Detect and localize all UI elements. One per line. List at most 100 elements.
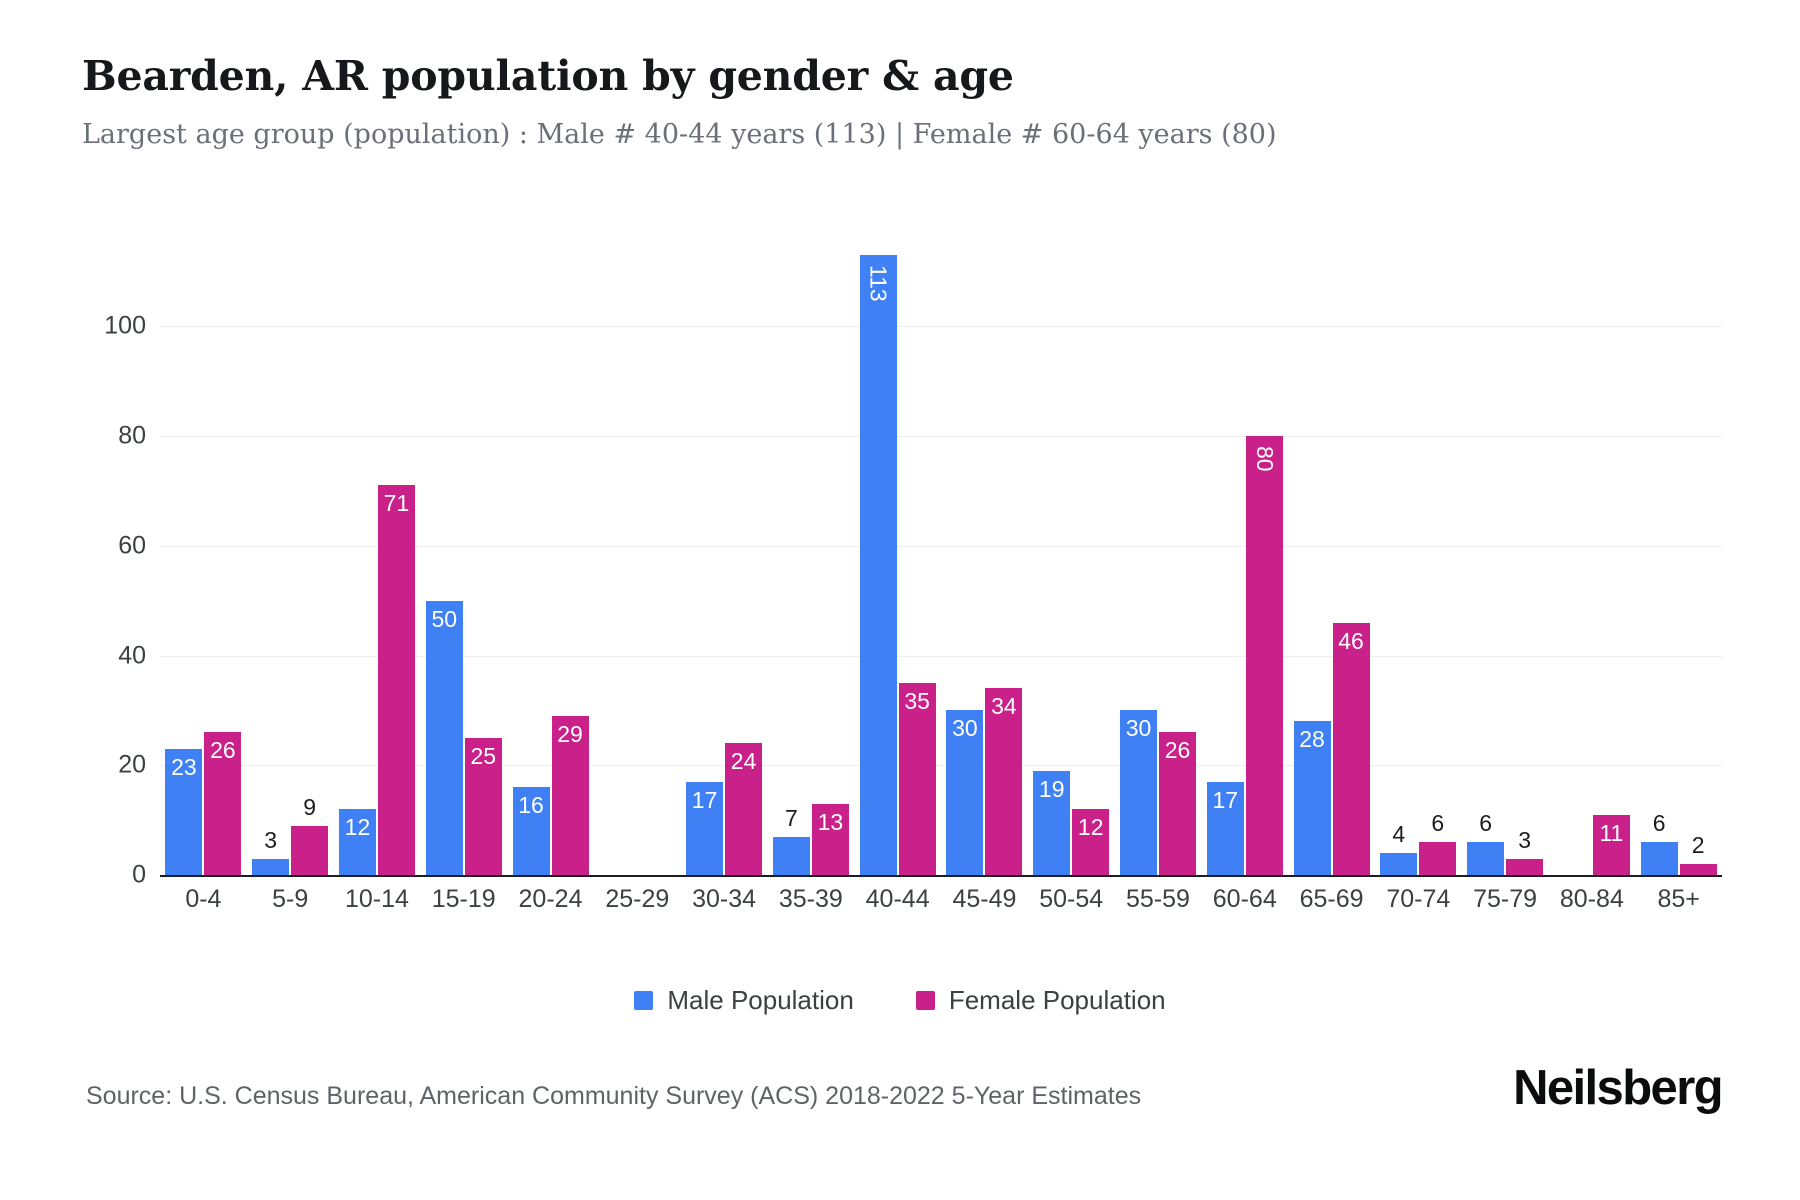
bar-female[interactable]: 26 (1158, 732, 1196, 875)
bar-male[interactable]: 30 (946, 710, 984, 875)
bar-group: 50 25 (420, 255, 507, 875)
y-axis-tick-label: 60 (118, 531, 146, 560)
chart-legend: Male Population Female Population (0, 985, 1800, 1016)
bar-value-label: 3 (264, 826, 278, 853)
x-axis-tick-label: 10-14 (344, 885, 409, 913)
x-axis-line (160, 875, 1722, 877)
bar-value-label: 9 (303, 793, 317, 820)
bar-male[interactable]: 12 (338, 809, 376, 875)
bar-group: 113 35 (854, 255, 941, 875)
x-axis-tick-label: 50-54 (1039, 885, 1104, 913)
bar-value-label: 50 (431, 605, 458, 632)
bar-male[interactable]: 113 (859, 255, 897, 875)
bar-value-label: 35 (904, 687, 930, 714)
bar-group: 23 26 (160, 255, 247, 875)
x-axis-tick-label: 60-64 (1212, 885, 1277, 913)
bar-female[interactable]: 26 (204, 732, 242, 875)
bar-male[interactable]: 17 (1206, 781, 1244, 875)
bar-female[interactable]: 12 (1072, 809, 1110, 875)
x-axis-tick-label: 45-49 (952, 885, 1017, 913)
bar-group: 30 26 (1115, 255, 1202, 875)
bar-value-label: 13 (817, 808, 844, 835)
x-axis: 0-4 5-9 10-14 15-19 20-24 25-29 30-34 35-39 40-4… (160, 885, 1722, 914)
page-title: Bearden, AR population by gender & age (82, 52, 1014, 100)
gridline (160, 545, 1722, 547)
bar-value-label: 26 (210, 737, 236, 764)
bar-value-label: 11 (1599, 819, 1624, 846)
x-axis-tick-label: 35-39 (778, 885, 843, 913)
bar-value-label: 12 (344, 814, 371, 841)
bar-male[interactable]: 23 (165, 748, 203, 875)
bar-female[interactable]: 13 (811, 803, 849, 875)
gridline (160, 326, 1722, 328)
bar-female[interactable]: 24 (725, 743, 763, 875)
y-axis-tick-label: 0 (132, 860, 146, 889)
bar-value-label: 71 (383, 490, 410, 517)
x-axis-tick-label: 70-74 (1386, 885, 1451, 913)
bar-male[interactable]: 6 (1640, 812, 1678, 875)
bar-value-label: 7 (784, 804, 798, 831)
bar-male[interactable]: 6 (1467, 812, 1505, 875)
bar-male[interactable]: 16 (512, 787, 550, 875)
bar-female[interactable]: 34 (985, 688, 1023, 875)
x-axis-tick-label: 0-4 (185, 885, 222, 913)
source-note: Source: U.S. Census Bureau, American Com… (86, 1082, 1142, 1110)
bar-male[interactable]: 3 (252, 828, 290, 875)
bar-value-label: 34 (991, 693, 1017, 720)
bar-value-label: 30 (1125, 715, 1152, 742)
bar-group: 30 34 (941, 255, 1028, 875)
bar-value-label: 46 (1338, 627, 1364, 654)
bar-male[interactable]: 4 (1380, 823, 1418, 875)
bar-male[interactable]: 19 (1033, 770, 1071, 875)
chart-subtitle: Largest age group (population) : Male # … (82, 119, 1277, 150)
legend-item-male[interactable]: Male Population (634, 985, 854, 1016)
x-axis-tick-label: 40-44 (865, 885, 930, 913)
bar-series-container: 23 26 3 9 12 71 50 25 16 29 17 24 7 13 113 35 30 34 19 12 30… (160, 255, 1722, 875)
bar-value-label: 30 (952, 715, 978, 742)
x-axis-tick-label: 75-79 (1473, 885, 1538, 913)
y-axis-tick-label: 20 (118, 750, 146, 779)
bar-female[interactable]: 80 (1245, 436, 1283, 875)
bar-female[interactable]: 71 (377, 485, 415, 875)
bar-female[interactable]: 6 (1419, 812, 1457, 875)
plot-area: 0 20 40 60 80 100 23 26 3 9 12 71 50 25 16 29 17 24 7 13 11… (82, 255, 1722, 915)
bar-group: 16 29 (507, 255, 594, 875)
bar-group: 7 13 (767, 255, 854, 875)
bar-value-label: 16 (518, 792, 544, 819)
bar-male[interactable]: 7 (772, 806, 810, 875)
legend-label: Female Population (948, 985, 1166, 1015)
bar-value-label: 25 (470, 742, 497, 769)
bar-value-label: 4 (1392, 821, 1406, 848)
bar-female[interactable]: 11 (1592, 814, 1630, 875)
bar-female[interactable]: 46 (1332, 622, 1370, 875)
bar-male[interactable]: 50 (425, 600, 463, 875)
bar-value-label: 17 (691, 786, 718, 813)
bar-female[interactable]: 25 (464, 737, 502, 875)
bar-female[interactable]: 2 (1679, 834, 1717, 875)
x-axis-tick-label: 30-34 (692, 885, 757, 913)
bar-female[interactable]: 29 (551, 715, 589, 875)
bar-value-label: 6 (1479, 810, 1492, 837)
bar-group: 12 71 (334, 255, 421, 875)
bar-female[interactable]: 9 (291, 795, 329, 875)
bar-group: 28 46 (1288, 255, 1375, 875)
x-axis-tick-label: 85+ (1657, 885, 1700, 913)
bar-value-label: 28 (1299, 726, 1325, 753)
y-axis-tick-label: 80 (118, 421, 146, 450)
bar-group: 17 80 (1201, 255, 1288, 875)
gridline (160, 765, 1722, 767)
bar-male[interactable]: 30 (1119, 710, 1157, 875)
bar-group: 17 24 (681, 255, 768, 875)
bar-value-label: 2 (1691, 832, 1705, 859)
legend-item-female[interactable]: Female Population (915, 985, 1166, 1016)
bar-female[interactable]: 3 (1506, 828, 1544, 875)
bar-group (594, 255, 681, 875)
x-axis-tick-label: 55-59 (1126, 885, 1190, 913)
bar-male[interactable]: 17 (686, 781, 724, 875)
bar-male[interactable]: 28 (1293, 721, 1331, 875)
bar-female[interactable]: 35 (898, 682, 936, 875)
